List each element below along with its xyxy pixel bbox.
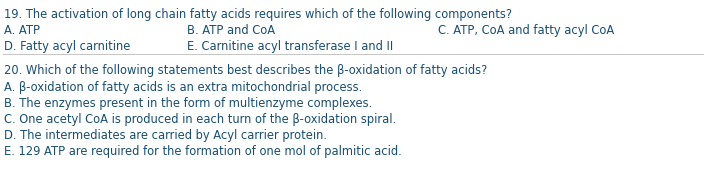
Text: D. Fatty acyl carnitine: D. Fatty acyl carnitine (4, 40, 131, 53)
Text: C. ATP, CoA and fatty acyl CoA: C. ATP, CoA and fatty acyl CoA (438, 24, 614, 37)
Text: A. ATP: A. ATP (4, 24, 40, 37)
Text: B. The enzymes present in the form of multienzyme complexes.: B. The enzymes present in the form of mu… (4, 97, 372, 110)
Text: D. The intermediates are carried by Acyl carrier protein.: D. The intermediates are carried by Acyl… (4, 129, 327, 142)
Text: C. One acetyl CoA is produced in each turn of the β-oxidation spiral.: C. One acetyl CoA is produced in each tu… (4, 113, 396, 126)
Text: E. Carnitine acyl transferase I and II: E. Carnitine acyl transferase I and II (187, 40, 393, 53)
Text: 19. The activation of long chain fatty acids requires which of the following com: 19. The activation of long chain fatty a… (4, 8, 512, 21)
Text: B. ATP and CoA: B. ATP and CoA (187, 24, 275, 37)
Text: A. β-oxidation of fatty acids is an extra mitochondrial process.: A. β-oxidation of fatty acids is an extr… (4, 81, 362, 94)
Text: E. 129 ATP are required for the formation of one mol of palmitic acid.: E. 129 ATP are required for the formatio… (4, 145, 402, 158)
Text: 20. Which of the following statements best describes the β-oxidation of fatty ac: 20. Which of the following statements be… (4, 64, 487, 77)
